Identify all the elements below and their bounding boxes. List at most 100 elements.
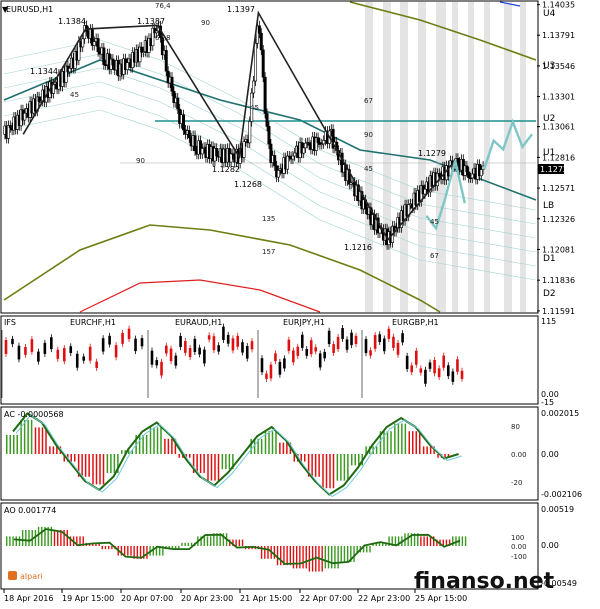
ac-bar — [199, 454, 202, 473]
candles — [3, 20, 485, 250]
ac-bar — [52, 446, 55, 454]
candle-body — [182, 114, 186, 131]
ao-bar — [260, 546, 263, 559]
candle-body — [102, 47, 106, 66]
ac-bar — [156, 427, 159, 454]
ifs-body — [260, 358, 264, 373]
ac-bar — [41, 427, 44, 454]
candle-body — [291, 155, 295, 160]
ac-bar — [225, 454, 227, 470]
ifs-body — [184, 341, 187, 353]
x-label: 19 Apr 15:00 — [62, 594, 114, 603]
candle-body — [81, 38, 85, 48]
ifs-body — [446, 365, 450, 377]
level-labels: U4 U3 U2 U1 LB D1 D2 — [543, 9, 556, 299]
ac-left-2: -20 — [511, 479, 522, 487]
ifs-panel[interactable] — [0, 315, 539, 405]
ifs-body — [323, 351, 326, 359]
ifs-body — [396, 342, 400, 355]
ifs-body — [274, 353, 277, 362]
ac-bar — [426, 446, 428, 454]
price-tick: 1.12571 — [542, 184, 575, 193]
olive-band-upper — [349, 1, 537, 61]
ac-bar — [340, 454, 342, 481]
ifs-body — [43, 342, 47, 354]
x-label: 25 Apr 15:00 — [415, 594, 467, 603]
swing-label: 1.1279 — [418, 149, 446, 158]
fib-label: 67 — [364, 97, 373, 105]
ifs-body — [174, 355, 178, 366]
ifs-body — [292, 350, 295, 363]
candle-body — [111, 58, 115, 66]
ao-bar — [76, 536, 78, 546]
ao-left-0: 100 — [511, 534, 524, 542]
ac-bar — [429, 446, 432, 454]
ao-bar — [209, 536, 212, 546]
ao-bar — [334, 546, 336, 569]
candle-body — [37, 96, 41, 102]
fib-label: 76,4 — [155, 2, 171, 10]
ac-bar — [207, 454, 209, 481]
ifs-series-3: EURGBP,H1 — [392, 318, 439, 327]
ifs-body — [169, 348, 173, 362]
ifs-series-2: EURJPY,H1 — [283, 318, 325, 327]
ifs-body — [433, 359, 436, 374]
ifs-body — [212, 336, 216, 351]
ac-bar — [386, 431, 389, 454]
ao-title: AO 0.001774 — [4, 506, 56, 515]
ac-bar — [408, 431, 410, 454]
ifs-body — [287, 339, 291, 351]
candle-body — [172, 90, 176, 103]
ac-bar — [167, 438, 170, 454]
ao-bar — [353, 546, 355, 562]
ac-bar — [257, 438, 259, 454]
ifs-body — [82, 356, 86, 361]
ao-bar — [264, 546, 266, 559]
candle-body — [470, 173, 474, 179]
ac-bar — [95, 454, 98, 485]
level-label: D1 — [543, 254, 556, 264]
ao-bar — [340, 546, 342, 562]
ao-bar — [181, 542, 183, 546]
candle-body — [437, 173, 441, 177]
swing-label: 1.1387 — [137, 17, 165, 26]
ifs-body — [250, 341, 254, 350]
level-label: D2 — [543, 289, 556, 299]
ac-histogram — [6, 412, 462, 498]
band-line — [3, 67, 537, 239]
candle-body — [269, 143, 273, 163]
ifs-body — [369, 350, 372, 356]
candle-body — [142, 51, 146, 53]
ac-bar — [27, 419, 29, 454]
ac-panel[interactable] — [0, 406, 539, 501]
ac-bar — [110, 454, 112, 473]
ac-bar — [99, 454, 101, 485]
ifs-body — [37, 351, 40, 362]
ac-signal-2 — [15, 414, 462, 498]
ac-bar — [210, 454, 213, 481]
ao-bar — [410, 533, 413, 546]
ifs-body — [88, 346, 92, 361]
price-tick: 1.12081 — [542, 245, 575, 254]
swing-label: 1.1282 — [212, 165, 240, 174]
ao-panel[interactable] — [0, 502, 539, 590]
ac-bar — [153, 427, 155, 454]
ifs-body — [222, 326, 225, 341]
candle-body — [318, 142, 322, 145]
ao-tick-0: 0.00519 — [541, 505, 574, 514]
ao-bar — [222, 533, 225, 546]
ac-bar — [318, 454, 320, 477]
ac-signal — [12, 412, 459, 496]
ao-bar — [203, 536, 205, 546]
x-label: 21 Apr 15:00 — [240, 594, 292, 603]
x-label: 20 Apr 23:00 — [181, 594, 233, 603]
ac-bar — [404, 423, 407, 454]
ac-bar — [6, 435, 8, 454]
x-label: 20 Apr 07:00 — [121, 594, 173, 603]
ac-bar — [77, 454, 80, 477]
ac-bar — [264, 431, 267, 454]
ifs-body — [278, 361, 282, 375]
ifs-body — [314, 347, 318, 352]
candle-body — [68, 68, 72, 73]
